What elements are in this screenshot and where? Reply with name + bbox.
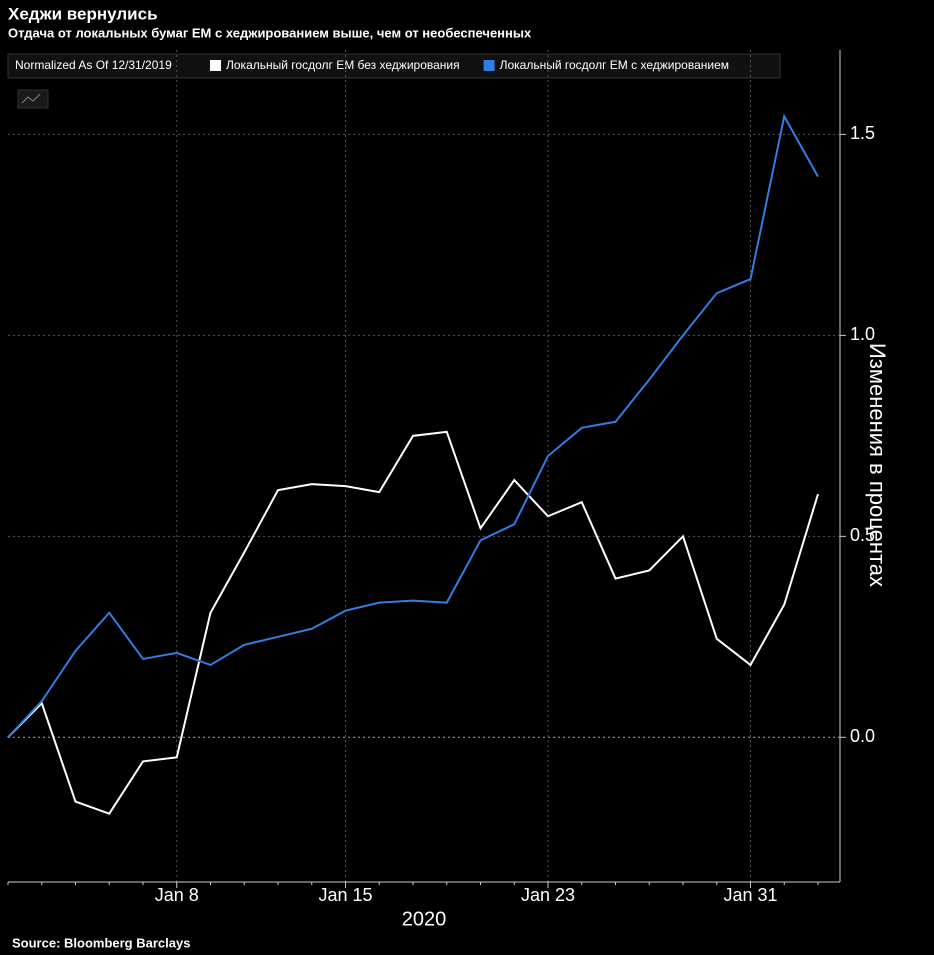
y-tick-label: 1.0 bbox=[850, 324, 875, 344]
legend-swatch bbox=[483, 60, 495, 71]
legend-box bbox=[7, 53, 781, 79]
series-line bbox=[7, 113, 819, 738]
series-line bbox=[7, 430, 819, 815]
y-axis-label: Изменения в процентах bbox=[865, 343, 890, 587]
legend-swatch bbox=[210, 60, 221, 71]
x-tick-label: Jan 15 bbox=[318, 885, 372, 905]
chart-subtitle: Отдача от локальных бумаг EM с хеджирова… bbox=[8, 25, 532, 40]
x-axis-label: 2020 bbox=[402, 908, 447, 930]
x-tick-label: Jan 8 bbox=[155, 885, 199, 905]
chart-type-icon[interactable] bbox=[17, 89, 49, 109]
legend-note: Normalized As Of 12/31/2019 bbox=[15, 58, 172, 72]
source: Source: Bloomberg Barclays bbox=[12, 935, 190, 950]
x-tick-label: Jan 23 bbox=[521, 885, 575, 905]
icon-line bbox=[21, 93, 41, 104]
legend-label: Локальный госдолг EM без хеджирования bbox=[226, 58, 460, 72]
y-tick-label: 0.5 bbox=[850, 525, 875, 545]
x-tick-label: Jan 31 bbox=[723, 885, 777, 905]
chart-title: Хеджи вернулись bbox=[8, 4, 158, 23]
y-tick-label: 1.5 bbox=[850, 123, 875, 143]
y-tick-label: 0.0 bbox=[850, 726, 875, 746]
legend-label: Локальный госдолг EM с хеджированием bbox=[500, 58, 729, 72]
